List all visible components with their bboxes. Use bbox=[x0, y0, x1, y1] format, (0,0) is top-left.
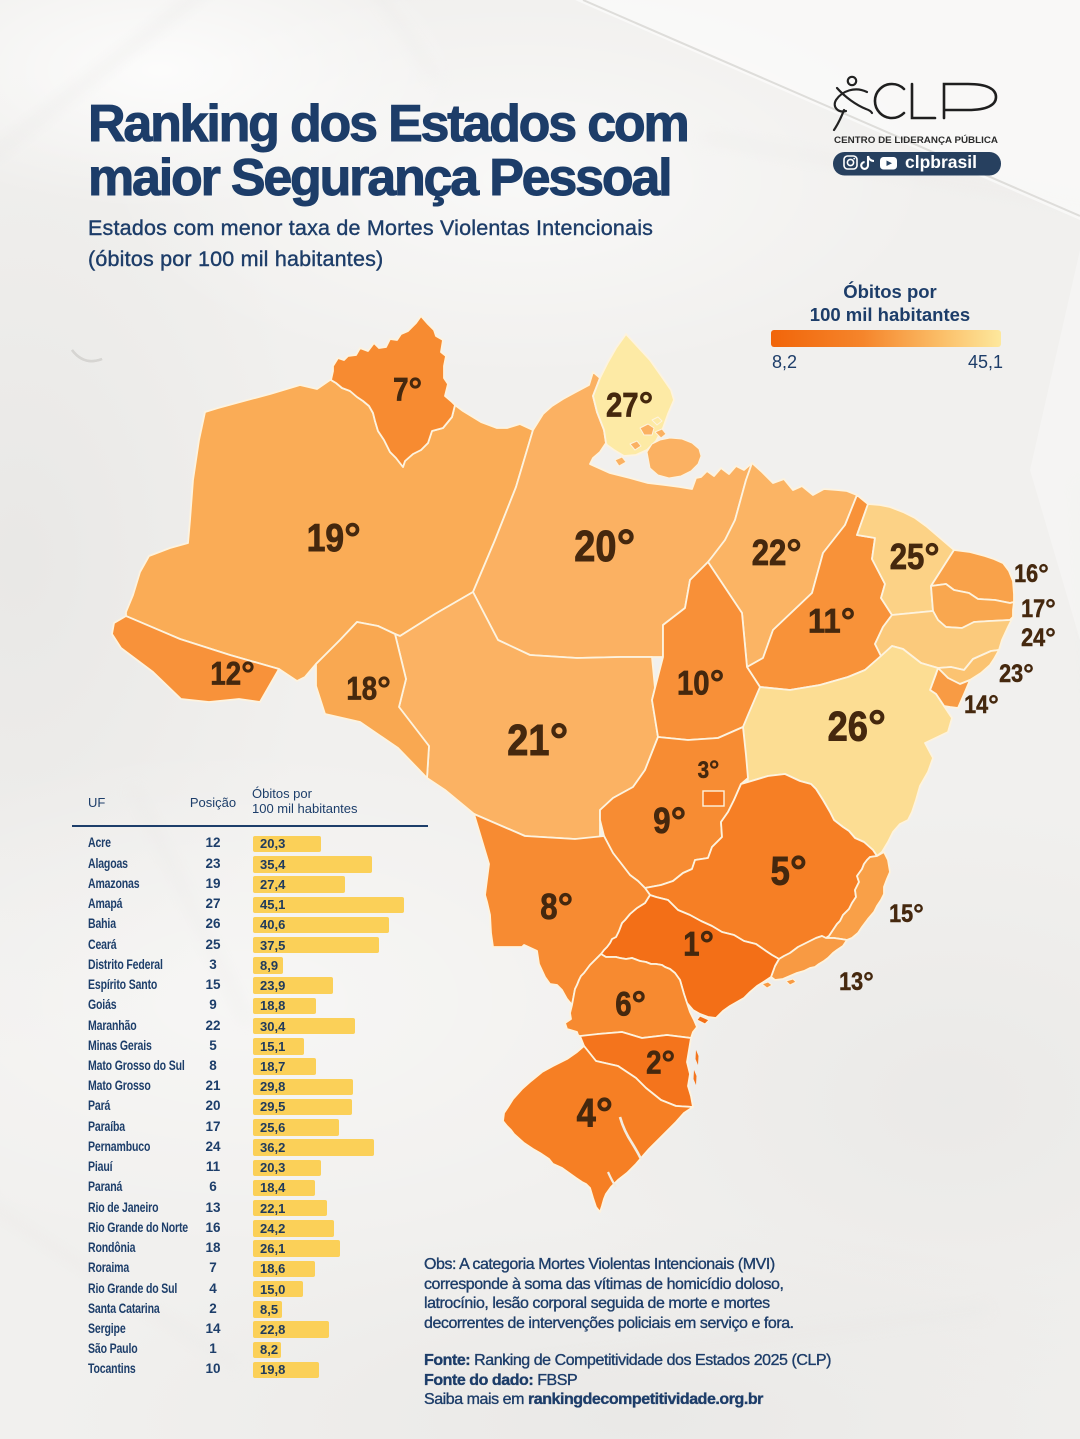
svg-text:26: 26 bbox=[828, 702, 868, 749]
svg-text:4: 4 bbox=[577, 1092, 597, 1136]
svg-text:25: 25 bbox=[890, 536, 925, 577]
svg-text:24: 24 bbox=[1021, 624, 1045, 652]
svg-text:8: 8 bbox=[540, 886, 557, 927]
svg-text:22: 22 bbox=[752, 532, 787, 573]
svg-text:16: 16 bbox=[1014, 560, 1038, 588]
svg-text:20: 20 bbox=[574, 522, 616, 571]
svg-text:19: 19 bbox=[307, 517, 344, 560]
svg-text:12: 12 bbox=[210, 656, 241, 692]
svg-text:14: 14 bbox=[964, 691, 988, 719]
svg-text:23: 23 bbox=[999, 660, 1023, 688]
svg-text:15: 15 bbox=[889, 900, 913, 928]
svg-text:10: 10 bbox=[677, 664, 710, 702]
svg-text:CENTRO DE LIDERANÇA PÚBLICA: CENTRO DE LIDERANÇA PÚBLICA bbox=[834, 134, 998, 146]
svg-text:27: 27 bbox=[606, 386, 639, 424]
svg-text:5: 5 bbox=[771, 850, 790, 894]
svg-text:7: 7 bbox=[393, 372, 408, 408]
svg-text:1: 1 bbox=[683, 925, 699, 963]
svg-text:21: 21 bbox=[507, 716, 549, 765]
svg-text:3: 3 bbox=[698, 757, 710, 784]
svg-text:17: 17 bbox=[1021, 595, 1045, 623]
svg-text:11: 11 bbox=[808, 602, 841, 640]
svg-text:clpbrasil: clpbrasil bbox=[905, 152, 977, 172]
svg-text:13: 13 bbox=[839, 968, 863, 996]
svg-text:18: 18 bbox=[346, 671, 377, 707]
svg-text:2: 2 bbox=[646, 1045, 661, 1081]
svg-text:9: 9 bbox=[653, 800, 670, 841]
svg-text:6: 6 bbox=[615, 985, 631, 1023]
